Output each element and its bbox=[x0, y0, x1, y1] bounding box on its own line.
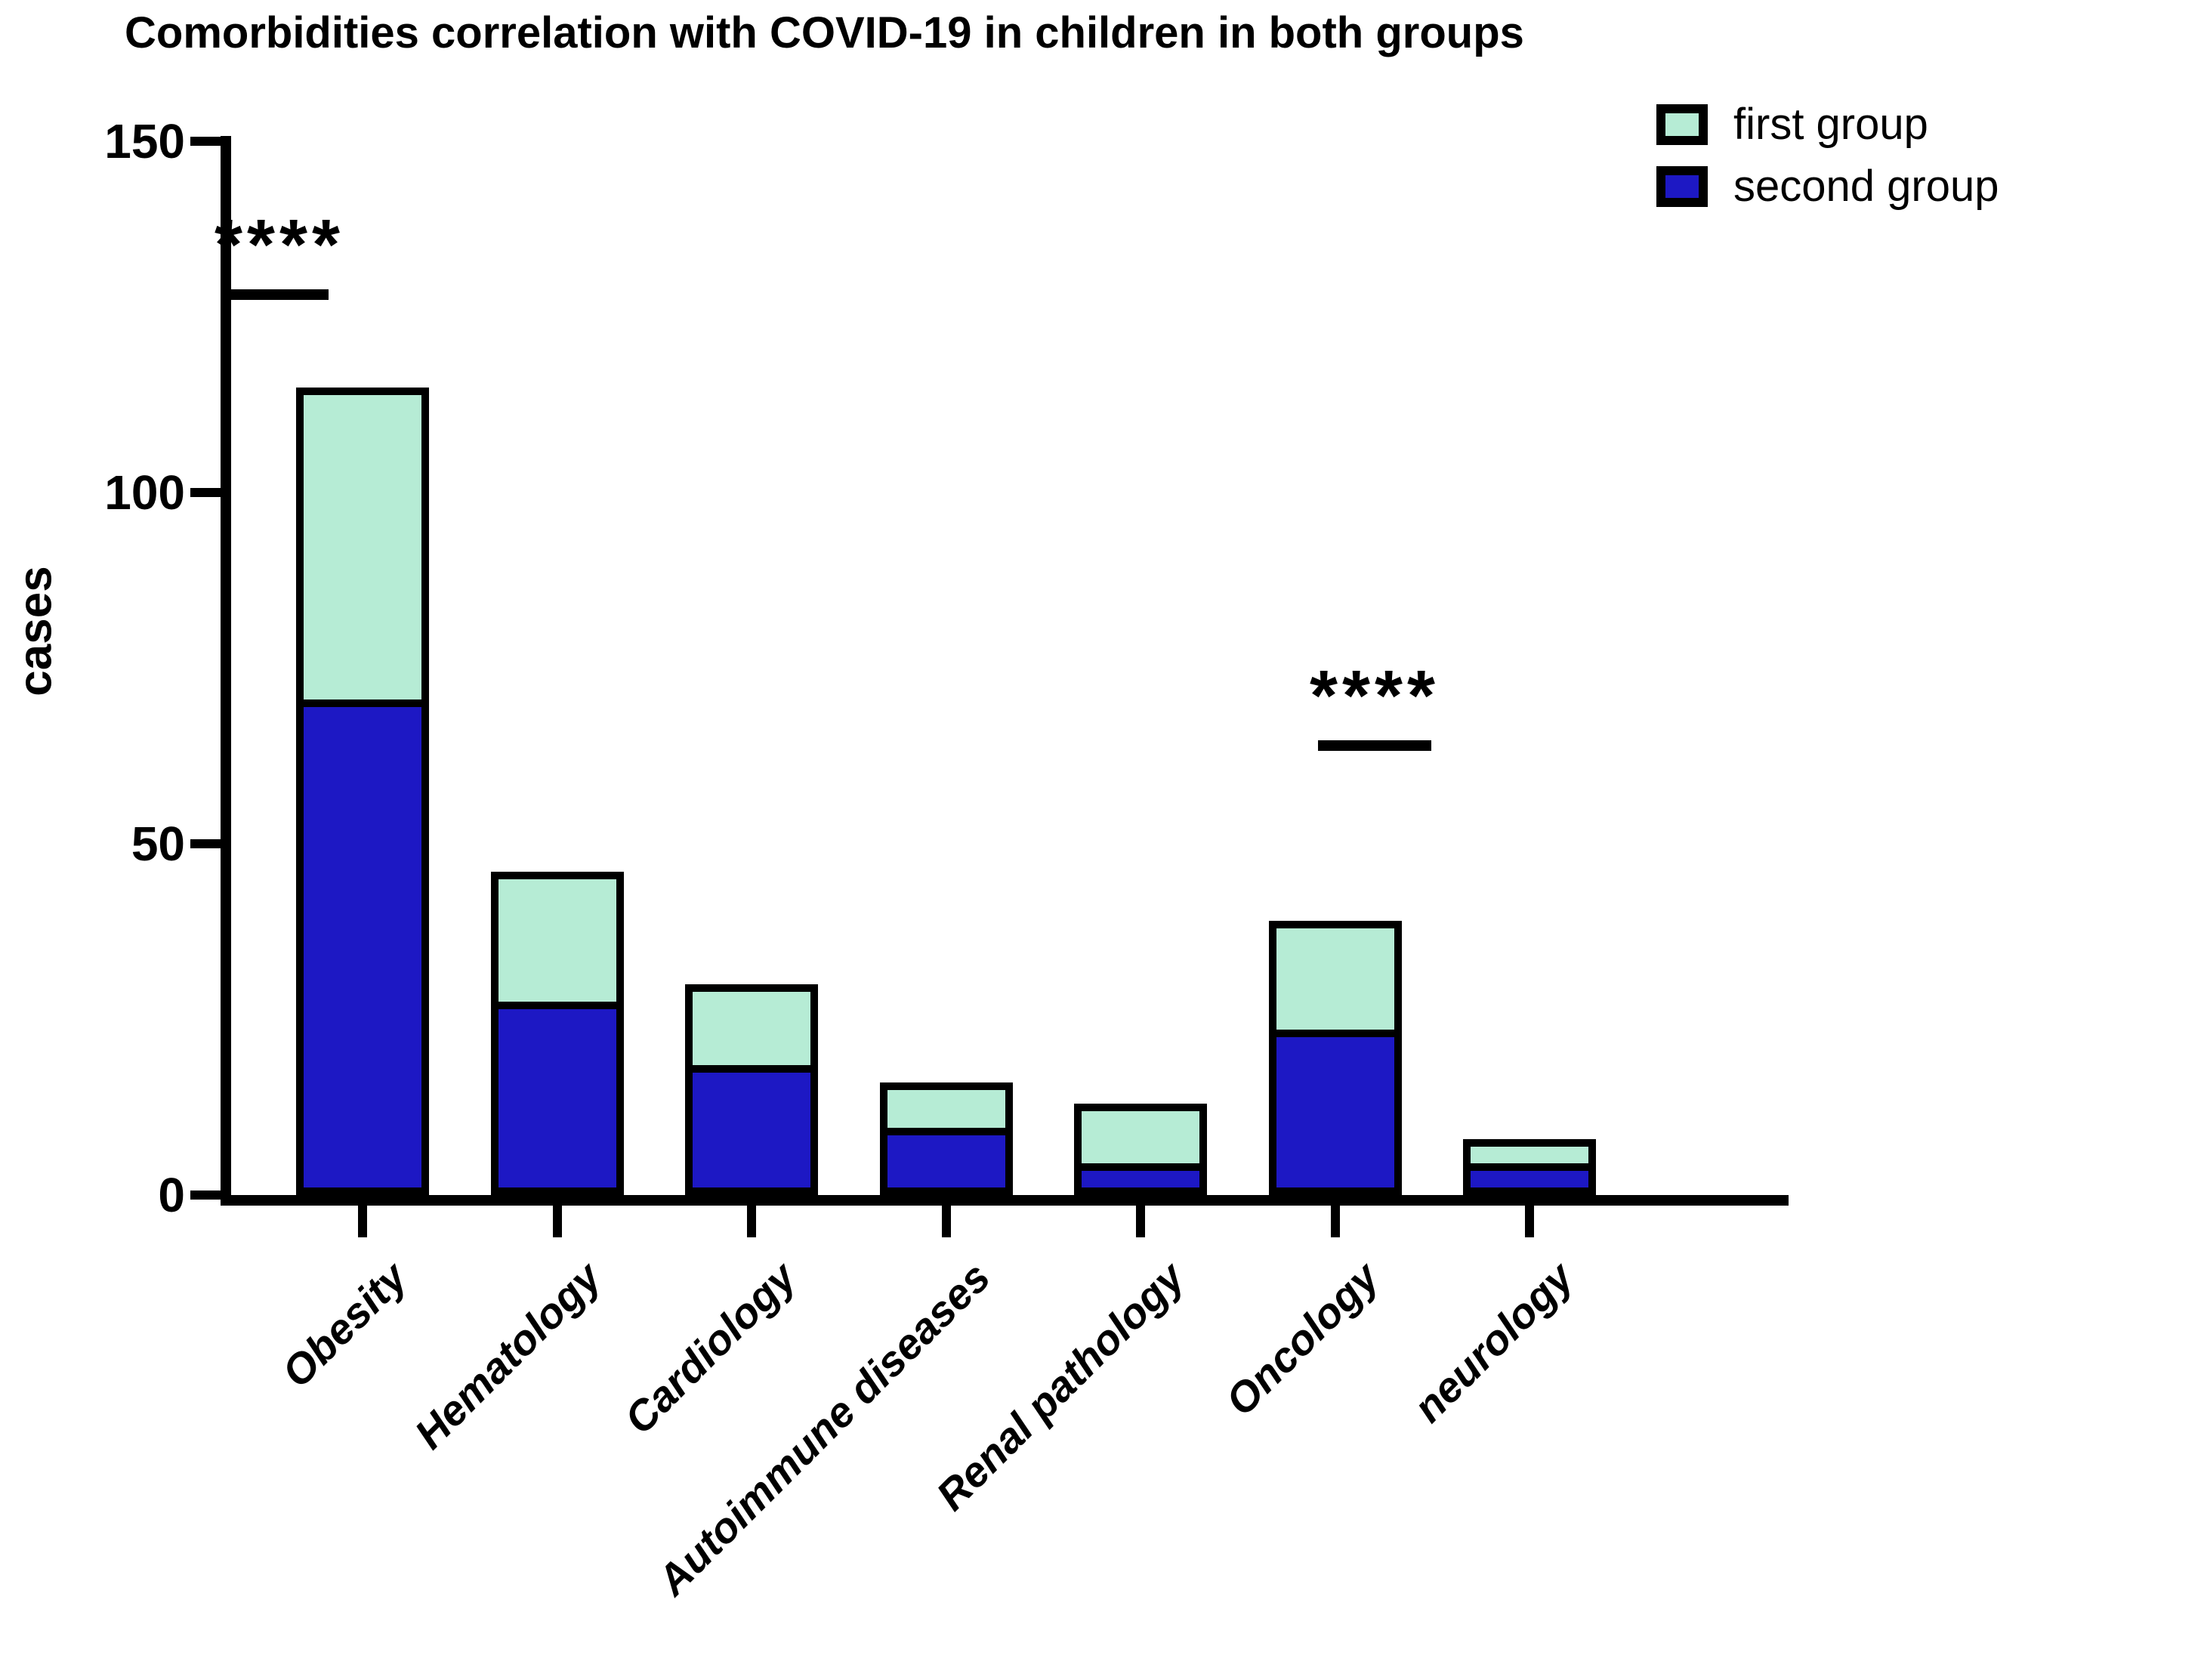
segment-second-group bbox=[1276, 1037, 1394, 1187]
y-tick bbox=[190, 839, 221, 848]
bar-neurology bbox=[1463, 1138, 1596, 1195]
bar-renal-pathology bbox=[1074, 1104, 1207, 1195]
segment-second-group bbox=[498, 1008, 616, 1187]
x-category-label: neurology bbox=[1404, 1252, 1583, 1431]
segment-second-group bbox=[1471, 1170, 1588, 1187]
bar-oncology bbox=[1268, 921, 1402, 1195]
y-axis-label: cases bbox=[9, 566, 62, 696]
significance-asterisks: **** bbox=[1310, 656, 1440, 736]
bar-obesity bbox=[296, 387, 429, 1195]
significance-line bbox=[1318, 740, 1431, 751]
legend-item-first-group: first group bbox=[1656, 99, 1928, 150]
segment-first-group bbox=[887, 1090, 1005, 1136]
legend-item-second-group: second group bbox=[1656, 161, 1999, 212]
segment-first-group bbox=[498, 879, 616, 1009]
x-tick bbox=[552, 1206, 562, 1237]
y-tick-label: 100 bbox=[104, 465, 185, 520]
x-category-label: Cardiology bbox=[614, 1252, 805, 1444]
y-tick-label: 50 bbox=[131, 817, 185, 871]
segment-second-group bbox=[887, 1135, 1005, 1187]
bar-autoimmune-diseases bbox=[879, 1082, 1013, 1195]
segment-first-group bbox=[1471, 1146, 1588, 1171]
significance-line bbox=[230, 289, 329, 300]
y-tick-label: 150 bbox=[104, 114, 185, 168]
first-group-swatch-icon bbox=[1656, 103, 1708, 145]
x-category-label: Autoimmune diseases bbox=[647, 1252, 999, 1604]
x-tick bbox=[1525, 1206, 1534, 1237]
y-tick bbox=[190, 1191, 221, 1200]
segment-second-group bbox=[1082, 1170, 1199, 1187]
x-category-label: Hematology bbox=[405, 1252, 610, 1458]
x-category-label: Oncology bbox=[1216, 1252, 1388, 1425]
x-category-label: Obesity bbox=[272, 1252, 416, 1397]
x-tick bbox=[1330, 1206, 1340, 1237]
segment-second-group bbox=[693, 1072, 810, 1187]
second-group-swatch-icon bbox=[1656, 165, 1708, 207]
legend-label-second-group: second group bbox=[1733, 162, 1999, 211]
segment-first-group bbox=[1082, 1111, 1199, 1171]
significance-asterisks: **** bbox=[215, 205, 344, 285]
segment-first-group bbox=[693, 992, 810, 1073]
y-axis-line bbox=[221, 136, 231, 1206]
segment-first-group bbox=[304, 394, 421, 707]
y-tick bbox=[190, 488, 221, 497]
bar-cardiology bbox=[685, 984, 818, 1195]
x-tick bbox=[941, 1206, 951, 1237]
x-tick bbox=[358, 1206, 367, 1237]
bar-hematology bbox=[490, 872, 624, 1195]
segment-second-group bbox=[304, 707, 421, 1187]
x-tick bbox=[1136, 1206, 1145, 1237]
chart-title: Comorbidities correlation with COVID-19 … bbox=[125, 8, 1524, 57]
x-axis-line bbox=[221, 1195, 1789, 1206]
segment-first-group bbox=[1276, 928, 1394, 1038]
y-tick-label: 0 bbox=[158, 1168, 185, 1222]
legend-label-first-group: first group bbox=[1733, 100, 1928, 149]
y-tick bbox=[190, 137, 221, 146]
x-tick bbox=[747, 1206, 756, 1237]
